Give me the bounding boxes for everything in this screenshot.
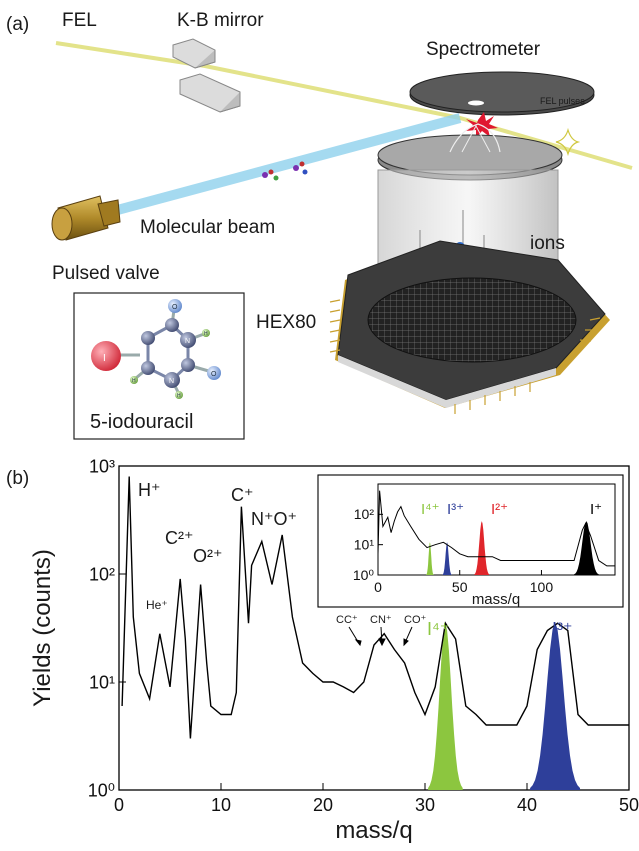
y-tick-label: 10⁰ xyxy=(353,567,375,583)
iodine-atom xyxy=(91,341,121,371)
panel-b-label: (b) xyxy=(6,468,29,489)
inset-label-i-2plus: I²⁺ xyxy=(491,501,508,518)
peak-label-o-2plus: O²⁺ xyxy=(193,546,223,566)
inset-plot-frame xyxy=(377,483,616,576)
y-tick-label: 10³ xyxy=(89,456,115,476)
y-tick-label: 10⁰ xyxy=(88,780,115,800)
y-tick-label: 10² xyxy=(89,564,115,584)
nitrogen-top-label: N xyxy=(185,338,190,345)
molecule-cluster-icon xyxy=(262,161,308,181)
molecular-beam xyxy=(108,113,462,217)
y-tick-label: 10¹ xyxy=(354,537,375,553)
peak-label-h-plus: H⁺ xyxy=(138,480,161,500)
oxygen-right-label: O xyxy=(211,371,217,378)
x-tick-label: 100 xyxy=(530,579,554,595)
molecule-name: 5-iodouracil xyxy=(90,411,193,433)
oxygen-right-atom xyxy=(207,366,221,380)
kb-mirror-label: K-B mirror xyxy=(177,10,264,31)
inset-spectrum-chart: 0 50 100 10⁰ 10¹ 10² mass/q I⁴⁺ I³⁺ I²⁺ I⁺ xyxy=(317,474,624,608)
hydrogen-label: H xyxy=(204,331,208,337)
inset-x-axis-label: mass/q xyxy=(472,591,520,608)
kb-mirror xyxy=(172,38,241,113)
inset-label-i-plus: I⁺ xyxy=(590,501,602,518)
filled-peak xyxy=(474,521,490,575)
fel-label: FEL xyxy=(62,10,97,31)
filled-peak xyxy=(530,621,581,790)
main-y-axis-label: Yields (counts) xyxy=(29,549,56,707)
x-tick-label: 10 xyxy=(211,795,231,815)
fel-pulse-icon xyxy=(555,127,581,157)
main-spectrum-chart: 0 10 20 30 40 50 10⁰ 10¹ 10² 10³ xyxy=(88,456,639,815)
main-x-axis-label: mass/q xyxy=(335,817,412,844)
fel-pulses-label: FEL pulses xyxy=(540,96,585,106)
peak-label-n-plus-o-plus: N⁺O⁺ xyxy=(251,509,297,529)
inset-box xyxy=(317,474,624,608)
panel-b: (b) 0 10 20 30 40 50 10⁰ 10¹ 10² 10³ Yields (coun… xyxy=(6,456,639,844)
inset-spectrum-trace xyxy=(377,490,615,567)
oxygen-top-label: O xyxy=(172,304,178,311)
nitrogen-bottom-label: N xyxy=(169,378,174,385)
x-tick-label: 0 xyxy=(114,795,124,815)
main-plot-frame xyxy=(118,465,630,791)
iodine-atom-label: I xyxy=(103,353,106,364)
molecular-beam-label: Molecular beam xyxy=(140,217,275,238)
peak-label-c-2plus: C²⁺ xyxy=(165,528,194,548)
peak-label-i-3plus: I³⁺ xyxy=(552,619,573,639)
panel-a-label: (a) xyxy=(6,14,29,35)
ions-label: ions xyxy=(530,233,565,254)
peak-label-co-plus: CO⁺ xyxy=(404,614,427,626)
hex80-detector xyxy=(329,240,610,414)
y-tick-label: 10¹ xyxy=(89,672,115,692)
filled-peak xyxy=(426,542,434,575)
x-tick-label: 50 xyxy=(452,579,468,595)
x-tick-label: 50 xyxy=(619,795,639,815)
peak-label-i-4plus: I⁴⁺ xyxy=(427,619,449,639)
peak-arrows xyxy=(348,626,413,647)
y-tick-label: 10² xyxy=(354,506,375,522)
pulsed-valve xyxy=(51,195,121,241)
x-tick-label: 0 xyxy=(374,579,382,595)
pulsed-valve-label: Pulsed valve xyxy=(52,263,160,284)
spectrometer-label: Spectrometer xyxy=(426,39,541,60)
oxygen-top-atom xyxy=(168,299,182,313)
inset-label-i-3plus: I³⁺ xyxy=(447,501,464,518)
peak-label-cc-plus: CC⁺ xyxy=(336,614,358,626)
main-spectrum-trace xyxy=(121,476,629,739)
peak-label-he-plus: He⁺ xyxy=(146,598,168,612)
peak-label-c-plus: C⁺ xyxy=(231,485,254,505)
x-tick-label: 20 xyxy=(313,795,333,815)
x-tick-label: 30 xyxy=(415,795,435,815)
filled-peak xyxy=(574,521,599,575)
inset-label-i-4plus: I⁴⁺ xyxy=(421,501,440,518)
filled-peak xyxy=(442,542,452,575)
hex80-label: HEX80 xyxy=(256,312,316,333)
molecule-inset: I N N O O H H H 5-iodouracil xyxy=(73,292,245,440)
fel-beam xyxy=(55,41,633,170)
peak-label-cn-plus: CN⁺ xyxy=(370,614,392,626)
panel-a: (a) FEL K-B mirror Spectrometer Molecula… xyxy=(6,10,633,440)
hydrogen-label: H xyxy=(177,393,181,399)
hydrogen-label: H xyxy=(132,378,136,384)
x-tick-label: 40 xyxy=(517,795,537,815)
filled-peak xyxy=(428,623,463,790)
